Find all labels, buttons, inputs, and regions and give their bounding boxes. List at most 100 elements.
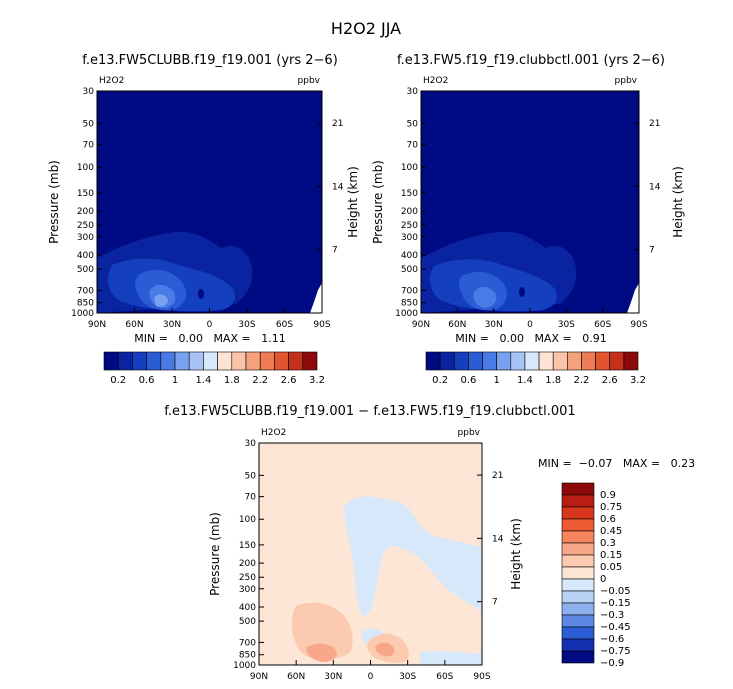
colorbar-label: 1.4 <box>195 375 211 386</box>
colorbar-swatch <box>561 482 595 496</box>
variable-label: H2O2 <box>261 428 286 438</box>
colorbar-label: −0.3 <box>600 610 624 621</box>
y-tick-label: 700 <box>239 638 256 648</box>
colorbar-swatch <box>160 351 176 371</box>
colorbar-label: 1.8 <box>224 375 240 386</box>
panel-title: f.e13.FW5.f19_f19.clubbctl.001 (yrs 2−6) <box>397 53 665 68</box>
contour-level-higher <box>473 286 497 308</box>
colorbar-label: −0.6 <box>600 634 624 645</box>
y2-axis-ticks: 21 14 7 <box>317 119 344 256</box>
colorbar-swatch <box>288 351 304 371</box>
colorbar-swatch <box>567 351 582 371</box>
y-tick-label: 850 <box>239 651 256 661</box>
colorbar-swatch <box>146 351 162 371</box>
contour-fill <box>97 231 322 313</box>
y-tick-label: 1000 <box>395 309 418 319</box>
colorbar-swatch <box>188 351 204 371</box>
x-tick-label: 30N <box>163 320 181 330</box>
contour-positive-high <box>375 642 395 657</box>
y2-tick-label: 7 <box>332 246 338 256</box>
colorbar-label: 2.6 <box>281 375 297 386</box>
panel-clubb: f.e13.FW5CLUBB.f19_f19.001 (yrs 2−6) H2O… <box>47 53 360 386</box>
variable-label: H2O2 <box>423 76 448 86</box>
colorbar-swatch <box>561 506 595 520</box>
colorbar-swatch <box>510 351 526 371</box>
units-label: ppbv <box>458 428 481 438</box>
colorbar-label: 2.6 <box>602 375 618 386</box>
colorbar-swatch <box>117 351 133 371</box>
colorbar-label: −0.45 <box>600 622 631 633</box>
colorbar-swatch <box>561 542 595 556</box>
x-tick-label: 90S <box>630 320 647 330</box>
colorbar-swatch <box>561 578 595 592</box>
colorbar-label: −0.15 <box>600 598 631 609</box>
x-axis-ticks: 90N 60N 30N 0 30S 60S 90S <box>88 308 331 330</box>
x-tick-label: 90S <box>473 672 490 682</box>
y-tick-label: 100 <box>401 163 418 173</box>
y-tick-label: 200 <box>239 559 256 569</box>
y-tick-label: 300 <box>239 585 256 595</box>
y-tick-label: 850 <box>77 299 94 309</box>
y2-tick-label: 21 <box>649 119 660 129</box>
y2-tick-label: 14 <box>492 534 504 544</box>
contour-fill <box>291 496 482 665</box>
panel-title: f.e13.FW5CLUBB.f19_f19.001 (yrs 2−6) <box>82 53 338 68</box>
y-axis-label: Pressure (mb) <box>371 160 385 244</box>
colorbar-swatch <box>538 351 554 371</box>
y-tick-label: 30 <box>245 439 257 449</box>
contour-fill <box>421 231 639 313</box>
y-tick-label: 150 <box>77 189 94 199</box>
contour-low-spot <box>198 289 204 299</box>
x-tick-label: 60S <box>276 320 293 330</box>
y-tick-label: 700 <box>401 286 418 296</box>
y-tick-label: 500 <box>401 265 418 275</box>
stats-text: MIN = 0.00 MAX = 1.11 <box>134 332 285 345</box>
units-label: ppbv <box>298 76 321 86</box>
x-axis-ticks: 90N 60N 30N 0 30S 60S 90S <box>250 660 491 682</box>
colorbar-swatch <box>217 351 233 371</box>
colorbar-swatch <box>561 590 595 604</box>
x-tick-label: 90N <box>412 320 430 330</box>
x-tick-label: 30N <box>324 672 342 682</box>
y-tick-label: 1000 <box>233 661 256 671</box>
y2-tick-label: 7 <box>649 246 655 256</box>
colorbar-label: 0 <box>600 574 606 585</box>
y-axis-label: Pressure (mb) <box>208 512 222 596</box>
y2-axis-ticks: 21 14 7 <box>634 119 661 256</box>
y-tick-label: 50 <box>83 119 95 129</box>
colorbar-swatch <box>439 351 455 371</box>
colorbar-swatch <box>231 351 247 371</box>
colorbar-label: 0.6 <box>600 514 616 525</box>
contour-positive-high <box>306 643 337 662</box>
colorbar-swatch <box>609 351 625 371</box>
colorbar-label: 2.2 <box>574 375 590 386</box>
colorbar-swatch <box>132 351 147 371</box>
colorbar-label: −0.9 <box>600 658 624 669</box>
colorbar-swatch <box>623 351 639 371</box>
y-tick-label: 30 <box>83 87 95 97</box>
y-tick-label: 250 <box>401 221 418 231</box>
y-tick-label: 850 <box>401 299 418 309</box>
colorbar-label: 1 <box>172 375 178 386</box>
y2-axis-label: Height (km) <box>346 166 360 237</box>
colorbar-swatch <box>561 518 595 532</box>
colorbar: 0.90.750.60.450.30.150.050−0.05−0.15−0.3… <box>561 482 631 669</box>
x-tick-label: 0 <box>368 672 374 682</box>
colorbar-label: 0.6 <box>139 375 155 386</box>
missing-data-mask <box>627 283 639 313</box>
colorbar-swatch <box>561 626 595 640</box>
colorbar-label: 0.2 <box>110 375 126 386</box>
contour-low-spot <box>519 287 525 297</box>
colorbar-swatch <box>561 638 595 652</box>
y-tick-label: 250 <box>77 221 94 231</box>
colorbar-swatch <box>581 351 596 371</box>
colorbar-swatch <box>561 494 595 508</box>
colorbar: 0.2 0.6 1 1.4 1.8 2.2 2.6 3.2 <box>103 351 325 386</box>
colorbar-swatch <box>561 602 595 616</box>
colorbar-label: 1.8 <box>545 375 561 386</box>
y-tick-label: 250 <box>239 573 256 583</box>
colorbar-swatch <box>425 351 441 371</box>
x-tick-label: 30S <box>238 320 255 330</box>
